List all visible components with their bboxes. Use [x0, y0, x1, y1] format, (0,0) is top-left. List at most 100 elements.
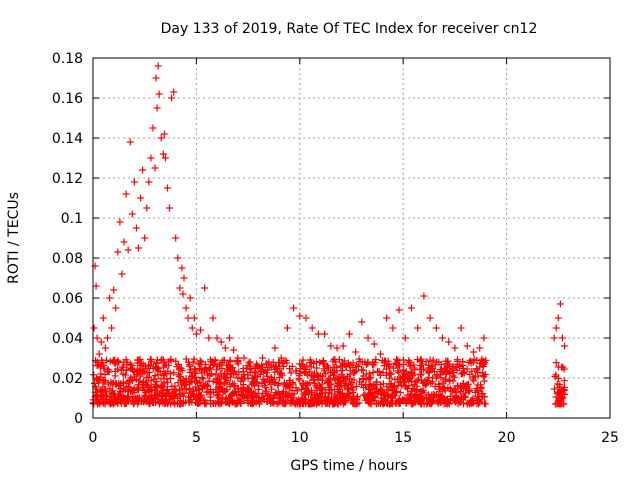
data-point [101, 344, 109, 352]
data-point [341, 383, 349, 391]
data-point [470, 348, 478, 356]
data-point [480, 334, 488, 342]
data-point [556, 300, 564, 308]
data-point [269, 358, 277, 366]
data-point [226, 363, 234, 371]
data-point [329, 400, 337, 408]
data-point [328, 386, 336, 394]
data-point [93, 334, 101, 342]
data-point [178, 264, 186, 272]
y-tick-label: 0.14 [52, 131, 83, 147]
data-point [307, 400, 315, 408]
data-point [268, 399, 276, 407]
data-point [152, 382, 160, 390]
data-point [211, 357, 219, 365]
data-point [217, 372, 225, 380]
data-point [250, 398, 258, 406]
data-point [146, 355, 154, 363]
data-point [318, 380, 326, 388]
data-point [474, 381, 482, 389]
data-point [150, 391, 158, 399]
data-point [90, 371, 98, 379]
data-point [299, 382, 307, 390]
data-point [154, 365, 162, 373]
data-point [461, 392, 469, 400]
data-point [393, 355, 401, 363]
data-point [119, 378, 127, 386]
data-point [166, 374, 174, 382]
x-tick-label: 15 [394, 430, 412, 446]
data-point [394, 357, 402, 365]
y-tick-label: 0.08 [52, 251, 83, 267]
data-point [209, 361, 217, 369]
data-point [174, 254, 182, 262]
data-point [417, 358, 425, 366]
data-point [132, 224, 140, 232]
data-point [476, 344, 484, 352]
data-point [372, 355, 380, 363]
data-point [128, 386, 136, 394]
data-point [247, 400, 255, 408]
data-point [135, 397, 143, 405]
data-point [286, 381, 294, 389]
data-point [349, 399, 357, 407]
data-point [235, 368, 243, 376]
data-point [376, 371, 384, 379]
data-point [327, 342, 335, 350]
y-axis-label: ROTI / TECUs [6, 192, 22, 284]
data-point [358, 380, 366, 388]
data-point [184, 314, 192, 322]
data-point [159, 150, 167, 158]
data-point [126, 387, 134, 395]
data-point [170, 369, 178, 377]
data-point [234, 399, 242, 407]
data-point [439, 394, 447, 402]
data-point [306, 356, 314, 364]
data-point [367, 373, 375, 381]
data-point [437, 361, 445, 369]
data-point [95, 350, 103, 358]
data-point [99, 314, 107, 322]
data-point [103, 391, 111, 399]
data-point [255, 393, 263, 401]
data-point [278, 389, 286, 397]
data-point [441, 375, 449, 383]
data-point [205, 365, 213, 373]
data-point [121, 371, 129, 379]
data-point [313, 399, 321, 407]
data-point [380, 389, 388, 397]
data-point [226, 356, 234, 364]
data-point [308, 324, 316, 332]
data-point [337, 371, 345, 379]
data-point [283, 324, 291, 332]
data-point [214, 391, 222, 399]
data-point [163, 184, 171, 192]
data-point [124, 246, 132, 254]
data-point [339, 366, 347, 374]
data-point [395, 362, 403, 370]
data-point [130, 178, 138, 186]
data-point [552, 359, 560, 367]
data-point [157, 134, 165, 142]
data-point [244, 394, 252, 402]
data-point [409, 384, 417, 392]
data-point [454, 395, 462, 403]
data-point [262, 360, 270, 368]
data-point [438, 392, 446, 400]
data-point [268, 376, 276, 384]
data-point [550, 334, 558, 342]
data-point [414, 324, 422, 332]
data-point [190, 355, 198, 363]
data-point [456, 382, 464, 390]
data-point [182, 355, 190, 363]
data-point [275, 380, 283, 388]
data-point [204, 371, 212, 379]
data-point [143, 204, 151, 212]
data-point [190, 393, 198, 401]
data-point [462, 389, 470, 397]
data-point [362, 370, 370, 378]
y-tick-label: 0.1 [61, 211, 83, 227]
data-point [426, 400, 434, 408]
data-point [409, 400, 417, 408]
